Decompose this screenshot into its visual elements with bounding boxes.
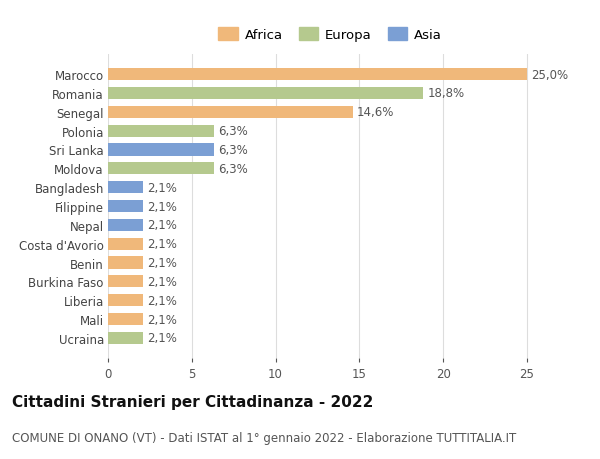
Bar [108, 201, 143, 213]
Bar [108, 163, 214, 175]
Bar [108, 88, 423, 100]
Bar [108, 294, 143, 307]
Text: 2,1%: 2,1% [148, 219, 177, 232]
Bar [108, 257, 143, 269]
Text: 2,1%: 2,1% [148, 275, 177, 288]
Bar [108, 219, 143, 231]
Bar [108, 125, 214, 137]
Legend: Africa, Europa, Asia: Africa, Europa, Asia [213, 22, 447, 47]
Bar [108, 144, 214, 156]
Text: COMUNE DI ONANO (VT) - Dati ISTAT al 1° gennaio 2022 - Elaborazione TUTTITALIA.I: COMUNE DI ONANO (VT) - Dati ISTAT al 1° … [12, 431, 516, 444]
Text: 6,3%: 6,3% [218, 162, 247, 175]
Bar [108, 313, 143, 325]
Text: Cittadini Stranieri per Cittadinanza - 2022: Cittadini Stranieri per Cittadinanza - 2… [12, 394, 373, 409]
Text: 6,3%: 6,3% [218, 144, 247, 157]
Bar [108, 276, 143, 288]
Text: 14,6%: 14,6% [357, 106, 394, 119]
Text: 2,1%: 2,1% [148, 294, 177, 307]
Bar [108, 69, 527, 81]
Text: 25,0%: 25,0% [531, 68, 568, 81]
Text: 18,8%: 18,8% [427, 87, 464, 100]
Bar [108, 332, 143, 344]
Text: 2,1%: 2,1% [148, 257, 177, 269]
Text: 2,1%: 2,1% [148, 332, 177, 345]
Text: 2,1%: 2,1% [148, 313, 177, 326]
Bar [108, 106, 353, 119]
Text: 6,3%: 6,3% [218, 125, 247, 138]
Text: 2,1%: 2,1% [148, 200, 177, 213]
Text: 2,1%: 2,1% [148, 181, 177, 194]
Bar [108, 238, 143, 250]
Text: 2,1%: 2,1% [148, 238, 177, 251]
Bar [108, 182, 143, 194]
